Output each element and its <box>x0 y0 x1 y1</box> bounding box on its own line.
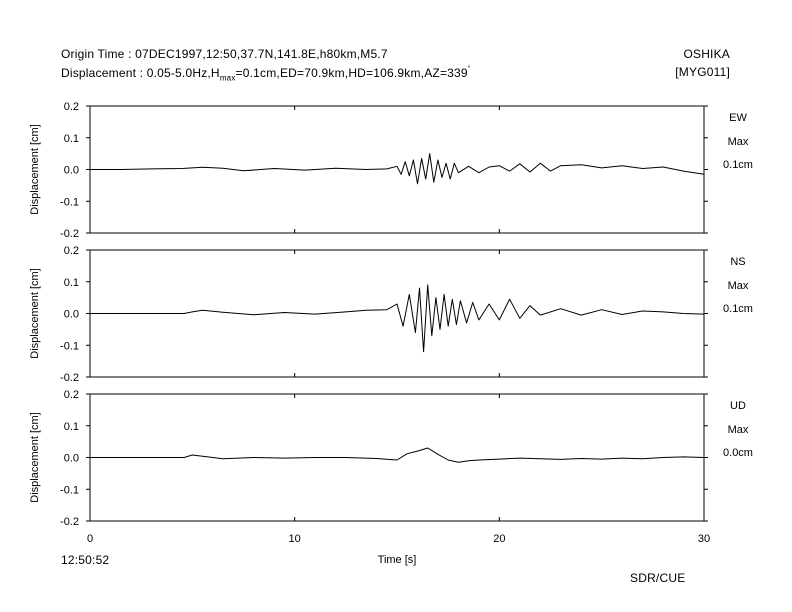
origin-time-text: Origin Time : 07DEC1997,12:50,37.7N,141.… <box>61 47 388 61</box>
panel-ns-max-value: 0.1cm <box>723 303 753 315</box>
panel-ew-ytick-label: 0.1 <box>64 133 79 145</box>
x-tick-label: 10 <box>289 533 301 545</box>
displacement-prefix: Displacement : 0.05-5.0Hz,H <box>61 66 220 80</box>
panel-ud-waveform <box>90 447 705 463</box>
panel-ud-ytick-label: 0.2 <box>64 389 79 401</box>
panel-ew-ytick-label: 0.0 <box>64 165 79 177</box>
panel-ns-ytick-label: 0.2 <box>64 245 79 257</box>
panel-ud-ytick-label: 0.0 <box>64 453 79 465</box>
start-time-label: 12:50:52 <box>61 553 110 567</box>
station-name: OSHIKA <box>683 47 730 61</box>
panel-ew-ytick-label: 0.2 <box>64 101 79 113</box>
panel-ns-ytick-label: -0.1 <box>60 340 79 352</box>
panel-ns-ytick-label: 0.0 <box>64 309 79 321</box>
origin-time-line: Origin Time : 07DEC1997,12:50,37.7N,141.… <box>61 47 388 61</box>
panel-ew-ylabel: Displacement [cm] <box>29 124 41 214</box>
panel-ew-ytick-label: -0.2 <box>60 228 79 240</box>
x-axis-label: Time [s] <box>378 554 417 566</box>
panel-ns-ytick-label: -0.2 <box>60 372 79 384</box>
hmax-subscript: max <box>219 73 236 83</box>
panel-ew-ytick-label: -0.1 <box>60 196 79 208</box>
panel-ud-component-label: UD <box>730 400 746 412</box>
panel-ew-component-label: EW <box>729 112 747 124</box>
panel-ns-ylabel: Displacement [cm] <box>29 268 41 358</box>
panel-ud-max-value: 0.0cm <box>723 447 753 459</box>
credit-label: SDR/CUE <box>630 571 686 585</box>
panel-ew-max-label: Max <box>728 136 749 148</box>
panel-ns-ytick-label: 0.1 <box>64 277 79 289</box>
x-tick-label: 20 <box>493 533 505 545</box>
x-tick-label: 30 <box>698 533 710 545</box>
panel-ud-ytick-label: -0.2 <box>60 516 79 528</box>
panel-ew-frame <box>89 105 705 234</box>
panel-ud-ylabel: Displacement [cm] <box>29 412 41 502</box>
panel-ns-component-label: NS <box>730 256 745 268</box>
panel-ew-max-value: 0.1cm <box>723 159 753 171</box>
panel-ud-ytick-label: 0.1 <box>64 421 79 433</box>
panel-ew-waveform <box>90 153 705 185</box>
x-tick-label: 0 <box>87 533 93 545</box>
panel-ud-ytick-label: -0.1 <box>60 484 79 496</box>
displacement-line: Displacement : 0.05-5.0Hz,Hmax=0.1cm,ED=… <box>61 65 471 82</box>
degree-mark: ˚ <box>467 65 471 74</box>
panel-ud-max-label: Max <box>728 424 749 436</box>
displacement-suffix: =0.1cm,ED=70.9km,HD=106.9km,AZ=339 <box>235 66 468 80</box>
station-code: [MYG011] <box>675 65 730 79</box>
panel-ns-max-label: Max <box>728 280 749 292</box>
panel-ns-waveform <box>90 284 705 353</box>
